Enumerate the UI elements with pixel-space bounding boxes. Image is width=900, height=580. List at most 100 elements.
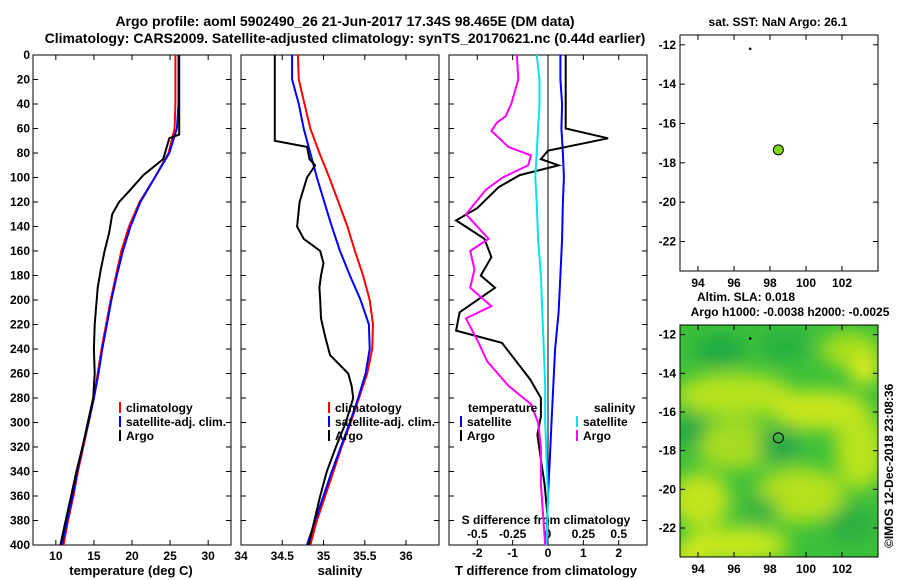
x-tick-label: 30	[201, 549, 215, 563]
temperature-plot-frame	[32, 54, 232, 546]
x-tick-label: 36	[399, 549, 413, 563]
series-satellite	[291, 55, 371, 546]
sst-map-title: sat. SST: NaN Argo: 26.1	[709, 15, 848, 29]
y-tick-label: 20	[17, 73, 31, 87]
x-tick-label-T: -2	[472, 546, 483, 560]
x-tick-label: 35	[317, 549, 331, 563]
y-tick-label: 260	[10, 367, 30, 381]
y-tick-label: -12	[659, 38, 677, 52]
salinity-plot: 34 34.5 35 35.5 36 climatologysatellite-adj. …	[234, 54, 439, 563]
series-argo	[59, 55, 181, 546]
profile-location-marker	[772, 432, 784, 444]
legend-satellite-label: satellite-adj. clim.	[335, 415, 435, 429]
y-tick-label: 140	[10, 220, 30, 234]
y-tick-label: 400	[10, 538, 30, 552]
legend-s-argo-label: Argo	[583, 429, 611, 443]
legend-t-argo-label: Argo	[467, 429, 495, 443]
x-tick-label: 10	[49, 549, 63, 563]
y-tick-label: 180	[10, 269, 30, 283]
legend-salinity-title: salinity	[594, 401, 636, 415]
legend-t-satellite-label: satellite	[467, 415, 512, 429]
y-tick-label: 0	[23, 48, 30, 62]
x-tick-label-S: 0.5	[610, 527, 627, 541]
sla-map: 94 96 98 100 102 -12 -14 -16 -18 -20 -22	[659, 325, 878, 576]
x-tick-label: 98	[763, 562, 777, 576]
profile-location-marker	[772, 144, 784, 156]
sla-map-frame	[679, 324, 879, 558]
y-tick-label: -18	[659, 156, 677, 170]
x-tick-label-T: 0	[545, 546, 552, 560]
x-tick-label: 100	[796, 276, 816, 290]
legend-climatology-label: climatology	[335, 401, 402, 415]
y-tick-label: -20	[659, 195, 677, 209]
y-tick-label: 240	[10, 342, 30, 356]
x-tick-label: 98	[763, 276, 777, 290]
series-s-satellite	[534, 54, 550, 546]
other-profile-dot	[748, 47, 752, 51]
sla-map-subtitle: Argo h1000: -0.0038 h2000: -0.0025	[691, 305, 890, 319]
title-line-1: Argo profile: aoml 5902490_26 21-Jun-201…	[115, 13, 574, 29]
x-tick-label-T: 1	[580, 546, 587, 560]
series-climatology	[296, 54, 375, 546]
x-tick-label-S: 0	[545, 527, 552, 541]
series-t-argo	[454, 55, 609, 546]
series-t-satellite	[545, 55, 565, 546]
y-tick-label: 320	[10, 440, 30, 454]
x-tick-label: 94	[691, 562, 705, 576]
salinity-xlabel: salinity	[318, 563, 364, 578]
other-profile-dot	[748, 337, 752, 340]
legend-argo-label: Argo	[126, 429, 154, 443]
x-tick-label: 102	[832, 276, 852, 290]
footer-timestamp: ©IMOS 12-Dec-2018 23:08:36	[882, 383, 896, 548]
sst-map: 94 96 98 100 102 -12 -14 -16 -18 -20 -22	[659, 35, 878, 290]
x-tick-label-T: -1	[507, 546, 518, 560]
x-tick-label-T: 2	[615, 546, 622, 560]
legend-argo-label: Argo	[335, 429, 363, 443]
x-tick-label: 34	[234, 549, 248, 563]
difference-xlabel: T difference from climatology	[455, 563, 638, 578]
series-s-argo	[464, 54, 547, 546]
legend-satellite-label: satellite-adj. clim.	[126, 415, 226, 429]
x-tick-label: 35.5	[353, 549, 377, 563]
legend-s-satellite-label: satellite	[583, 415, 628, 429]
y-tick-label: -20	[659, 482, 677, 496]
legend-climatology-label: climatology	[126, 401, 193, 415]
x-tick-label: 94	[691, 276, 705, 290]
series-argo	[273, 55, 355, 546]
y-tick-label: 80	[17, 146, 31, 160]
x-tick-label-S: 0.25	[572, 527, 596, 541]
sla-map-title: Altim. SLA: 0.018	[697, 290, 795, 304]
x-tick-label: 100	[796, 562, 816, 576]
y-tick-label: -22	[659, 521, 677, 535]
y-tick-label: 60	[17, 122, 31, 136]
y-tick-label: 360	[10, 489, 30, 503]
y-tick-label: -22	[659, 235, 677, 249]
x-tick-label-S: -0.25	[499, 527, 527, 541]
y-tick-label: 220	[10, 318, 30, 332]
y-tick-label: 160	[10, 244, 30, 258]
y-tick-label: 40	[17, 97, 31, 111]
x-tick-label: 15	[87, 549, 101, 563]
temperature-xlabel: temperature (deg C)	[69, 563, 193, 578]
x-tick-label: 34.5	[271, 549, 295, 563]
temperature-plot: 0 20 40 60 80 100 120 140 160 180 200 220 240 260 280 3…	[10, 48, 231, 563]
y-tick-label: 300	[10, 416, 30, 430]
sla-map-heatmap	[680, 325, 878, 557]
y-tick-label: -14	[659, 366, 677, 380]
title-line-2: Climatology: CARS2009. Satellite-adjuste…	[45, 30, 646, 46]
salinity-plot-frame	[240, 54, 440, 546]
y-tick-label: -12	[659, 328, 677, 342]
y-tick-label: 120	[10, 195, 30, 209]
x-tick-label: 96	[727, 276, 741, 290]
difference-plot: -2 -1 0 1 2-0.5 -0.25 0 0.25 0.5S difference fro…	[449, 54, 647, 560]
y-tick-label: -14	[659, 77, 677, 91]
x-tick-label: 20	[125, 549, 139, 563]
x-tick-label: 25	[163, 549, 177, 563]
y-tick-label: -16	[659, 405, 677, 419]
y-tick-label: 200	[10, 293, 30, 307]
y-tick-label: -16	[659, 117, 677, 131]
y-tick-label: 280	[10, 391, 30, 405]
y-tick-label: -18	[659, 444, 677, 458]
x-tick-label-S: -0.5	[467, 527, 488, 541]
